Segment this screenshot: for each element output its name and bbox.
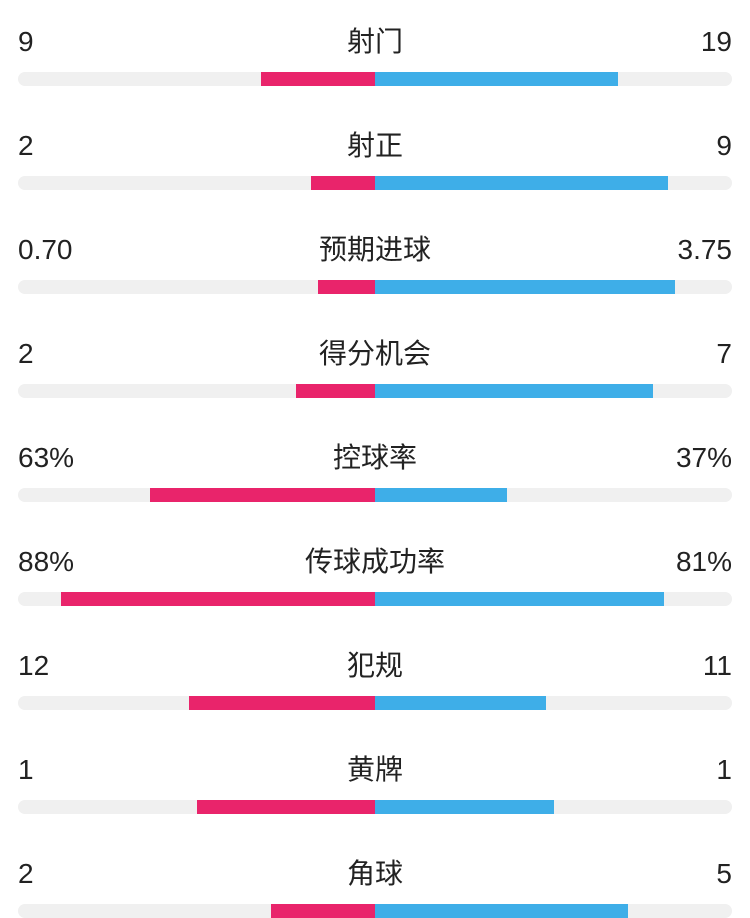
stat-labels: 2得分机会7 <box>18 332 732 372</box>
stat-bar-right-track <box>375 280 732 294</box>
stat-left-value: 1 <box>18 754 78 786</box>
stat-bar-right-track <box>375 72 732 86</box>
stat-bar-left-fill <box>296 384 375 398</box>
stat-bar-left-track <box>18 592 375 606</box>
stat-labels: 1黄牌1 <box>18 748 732 788</box>
stat-bar-right-track <box>375 488 732 502</box>
stat-name: 传球成功率 <box>78 540 672 580</box>
stat-right-value: 7 <box>672 338 732 370</box>
stat-bar-left-track <box>18 800 375 814</box>
stat-bar-left-track <box>18 384 375 398</box>
stat-bar-right-fill <box>375 280 675 294</box>
stat-bar-right-track <box>375 384 732 398</box>
stat-bar-left-fill <box>150 488 375 502</box>
stat-right-value: 3.75 <box>672 234 732 266</box>
stat-right-value: 37% <box>672 442 732 474</box>
stat-right-value: 81% <box>672 546 732 578</box>
stat-bar <box>18 904 732 918</box>
stat-labels: 88%传球成功率81% <box>18 540 732 580</box>
stat-labels: 2射正9 <box>18 124 732 164</box>
stat-bar-left-fill <box>261 72 375 86</box>
stat-bar-right-track <box>375 800 732 814</box>
stat-bar <box>18 592 732 606</box>
stat-bar-right-fill <box>375 592 664 606</box>
stat-bar <box>18 72 732 86</box>
stat-name: 预期进球 <box>78 228 672 268</box>
stat-bar <box>18 488 732 502</box>
stat-row: 2射正9 <box>18 124 732 190</box>
stat-name: 射正 <box>78 124 672 164</box>
stat-labels: 63%控球率37% <box>18 436 732 476</box>
stat-bar-left-fill <box>61 592 375 606</box>
stat-bar-left-fill <box>197 800 376 814</box>
stat-name: 得分机会 <box>78 332 672 372</box>
stat-bar-left-track <box>18 280 375 294</box>
stat-row: 1黄牌1 <box>18 748 732 814</box>
stat-bar-right-track <box>375 904 732 918</box>
stat-left-value: 12 <box>18 650 78 682</box>
stat-left-value: 2 <box>18 338 78 370</box>
stat-left-value: 0.70 <box>18 234 78 266</box>
stat-row: 0.70预期进球3.75 <box>18 228 732 294</box>
stat-left-value: 9 <box>18 26 78 58</box>
stat-row: 88%传球成功率81% <box>18 540 732 606</box>
stat-labels: 9射门19 <box>18 20 732 60</box>
stat-right-value: 5 <box>672 858 732 890</box>
stat-right-value: 9 <box>672 130 732 162</box>
stat-bar <box>18 280 732 294</box>
stat-left-value: 63% <box>18 442 78 474</box>
stat-left-value: 2 <box>18 858 78 890</box>
stat-bar-right-fill <box>375 176 668 190</box>
stat-right-value: 11 <box>672 650 732 682</box>
stat-right-value: 19 <box>672 26 732 58</box>
stat-bar-right-fill <box>375 488 507 502</box>
stat-bar-left-track <box>18 72 375 86</box>
stat-labels: 12犯规11 <box>18 644 732 684</box>
stat-labels: 2角球5 <box>18 852 732 892</box>
stat-bar-right-track <box>375 696 732 710</box>
stat-left-value: 88% <box>18 546 78 578</box>
stat-bar-right-fill <box>375 800 554 814</box>
stat-row: 12犯规11 <box>18 644 732 710</box>
stat-bar <box>18 800 732 814</box>
stat-right-value: 1 <box>672 754 732 786</box>
stat-bar-left-track <box>18 176 375 190</box>
stat-bar-right-fill <box>375 72 618 86</box>
stat-row: 63%控球率37% <box>18 436 732 502</box>
stat-bar-left-fill <box>318 280 375 294</box>
stat-bar-right-fill <box>375 904 628 918</box>
stat-bar-left-fill <box>271 904 375 918</box>
stat-bar-left-track <box>18 696 375 710</box>
stat-bar-right-track <box>375 176 732 190</box>
stat-left-value: 2 <box>18 130 78 162</box>
stat-bar-left-track <box>18 488 375 502</box>
stat-name: 射门 <box>78 20 672 60</box>
stat-name: 角球 <box>78 852 672 892</box>
match-stats-list: 9射门192射正90.70预期进球3.752得分机会763%控球率37%88%传… <box>18 20 732 918</box>
stat-labels: 0.70预期进球3.75 <box>18 228 732 268</box>
stat-bar-right-fill <box>375 384 653 398</box>
stat-name: 控球率 <box>78 436 672 476</box>
stat-name: 黄牌 <box>78 748 672 788</box>
stat-bar-left-fill <box>189 696 375 710</box>
stat-name: 犯规 <box>78 644 672 684</box>
stat-bar <box>18 176 732 190</box>
stat-bar-right-fill <box>375 696 546 710</box>
stat-bar <box>18 696 732 710</box>
stat-row: 2角球5 <box>18 852 732 918</box>
stat-bar-left-fill <box>311 176 375 190</box>
stat-bar-right-track <box>375 592 732 606</box>
stat-row: 9射门19 <box>18 20 732 86</box>
stat-row: 2得分机会7 <box>18 332 732 398</box>
stat-bar <box>18 384 732 398</box>
stat-bar-left-track <box>18 904 375 918</box>
